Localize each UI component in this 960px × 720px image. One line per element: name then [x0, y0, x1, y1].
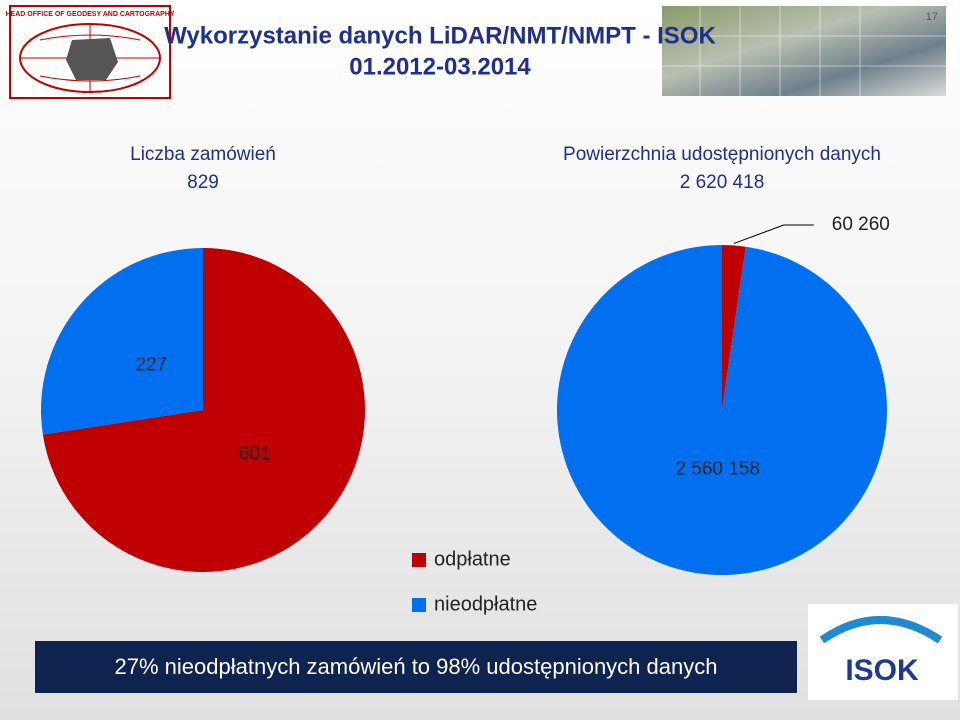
slide-title: Wykorzystanie danych LiDAR/NMT/NMPT - IS…: [164, 22, 716, 49]
legend-label: nieodpłatne: [434, 593, 537, 615]
data-label: 227: [136, 355, 168, 376]
chart-title: Powierzchnia udostępnionych danych: [563, 144, 881, 165]
slide-subtitle: 01.2012-03.2014: [349, 53, 531, 80]
slide-number: 17: [926, 11, 938, 23]
chart-total: 829: [187, 172, 219, 193]
isok-logo-text: ISOK: [845, 654, 919, 687]
isok-logo-wave: [819, 616, 943, 644]
legend-swatch: [412, 553, 426, 567]
logo-map: [66, 38, 118, 80]
data-label: 601: [239, 443, 271, 464]
legend-label: odpłatne: [434, 548, 511, 570]
pie-slice: [556, 245, 887, 576]
satellite-image: [662, 6, 946, 96]
data-label: 60 260: [832, 214, 890, 235]
footer-text: 27% nieodpłatnych zamówień to 98% udostę…: [115, 654, 718, 679]
chart-total: 2 620 418: [680, 172, 765, 193]
logo-text: HEAD OFFICE OF GEODESY AND CARTOGRAPHY: [5, 11, 174, 18]
chart-title: Liczba zamówień: [130, 144, 276, 165]
pie-slice: [41, 248, 203, 435]
legend-swatch: [412, 598, 426, 612]
footer-bar: [35, 641, 797, 693]
satellite-grid: [662, 6, 946, 96]
leader-line: [733, 224, 814, 244]
pie-slice: [722, 245, 746, 410]
pie-slice: [42, 248, 366, 573]
data-label: 2 560 158: [675, 458, 760, 479]
